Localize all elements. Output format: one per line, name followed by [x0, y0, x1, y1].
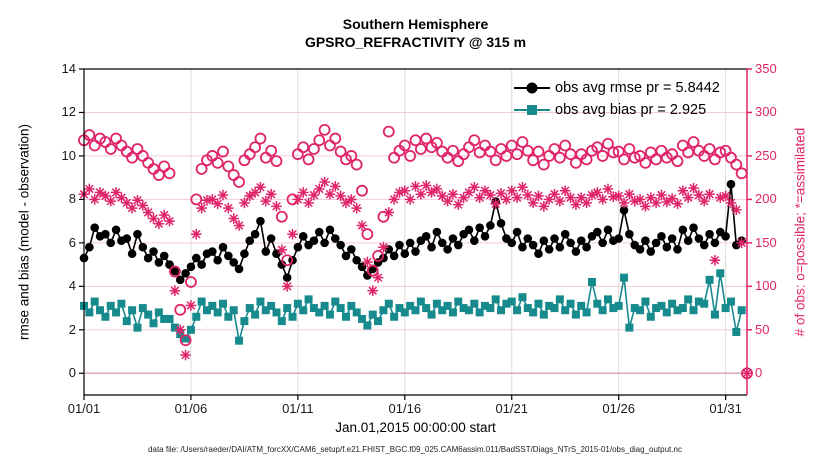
y-right-tick-label: 50 — [755, 321, 770, 337]
x-tick-label: 01/06 — [174, 401, 208, 416]
y-left-tick-label: 12 — [61, 104, 76, 120]
x-tick-label: 01/11 — [282, 401, 314, 416]
x-tick-label: 01/21 — [495, 401, 528, 416]
y-right-tick-label: 100 — [755, 278, 777, 294]
y-right-tick-label: 250 — [755, 147, 777, 163]
rmse-marker-icon — [514, 82, 550, 94]
legend: obs avg rmse pr = 5.8442 obs avg bias pr… — [512, 77, 720, 121]
y-left-tick-label: 2 — [68, 321, 76, 337]
y-left-tick-label: 14 — [61, 61, 76, 76]
x-tick-label: 01/01 — [67, 401, 101, 416]
y-right-tick-label: 200 — [755, 191, 777, 207]
y-left-tick-label: 8 — [68, 191, 76, 207]
y-right-tick-label: 300 — [755, 104, 777, 120]
bias-marker-icon — [514, 105, 550, 115]
data-file-caption: data file: /Users/raeder/DAI/ATM_forcXX/… — [148, 445, 682, 454]
x-axis-label: Jan.01,2015 00:00:00 start — [335, 420, 496, 435]
x-tick-label: 01/26 — [602, 401, 635, 416]
legend-item-bias: obs avg bias pr = 2.925 — [512, 99, 720, 121]
y-left-tick-label: 4 — [68, 278, 76, 294]
y-left-tick-label: 6 — [68, 234, 76, 250]
y-right-tick-label: 350 — [755, 61, 777, 76]
chart-title-line2: GPSRO_REFRACTIVITY @ 315 m — [304, 34, 527, 50]
legend-label-bias: obs avg bias pr = 2.925 — [555, 102, 707, 118]
y-right-tick-label: 0 — [755, 365, 763, 381]
y-left-tick-label: 10 — [61, 147, 76, 163]
x-tick-label: 01/31 — [709, 401, 742, 416]
y-left-tick-label: 0 — [68, 365, 76, 381]
chart-title-line1: Southern Hemisphere — [342, 16, 489, 32]
legend-item-rmse: obs avg rmse pr = 5.8442 — [512, 77, 720, 99]
y-right-tick-label: 150 — [755, 234, 777, 250]
x-tick-label: 01/16 — [388, 401, 422, 416]
legend-label-rmse: obs avg rmse pr = 5.8442 — [555, 80, 720, 96]
